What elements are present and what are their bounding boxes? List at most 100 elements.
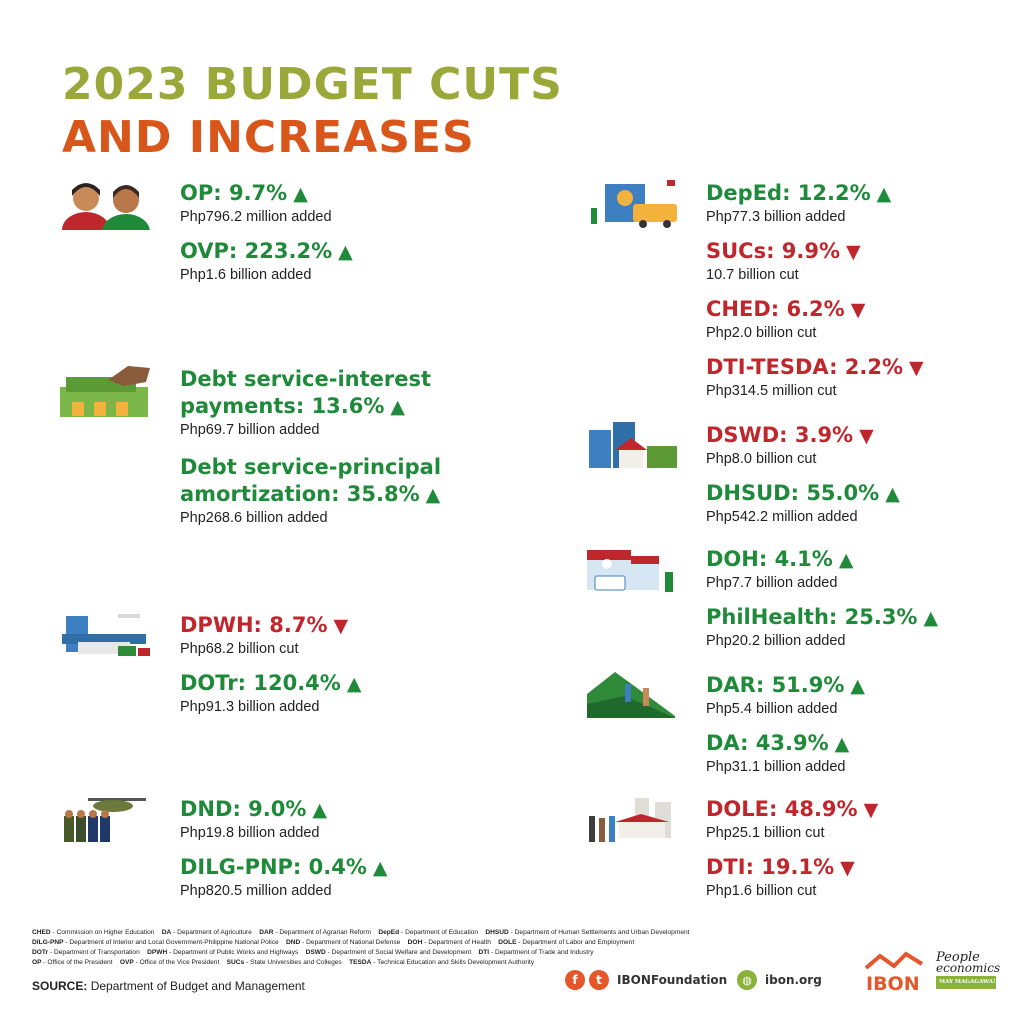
legend-entry: DepEd - Department of Education (378, 929, 479, 936)
item-detail: Php31.1 billion added (706, 759, 846, 775)
item-op: OP: 9.7% ▲ Php796.2 million added (180, 180, 332, 226)
item-detail: Php796.2 million added (180, 209, 332, 225)
legend-entry: DHSUD - Department of Human Settlements … (485, 929, 690, 936)
increase-arrow-icon: ▲ (834, 733, 850, 755)
item-detail: Php25.1 billion cut (706, 825, 825, 841)
item-detail: Php19.8 billion added (180, 825, 320, 841)
item-detail: 10.7 billion cut (706, 267, 799, 283)
increase-arrow-icon: ▲ (312, 799, 328, 821)
increase-arrow-icon: ▲ (876, 183, 892, 205)
item-detail: Php1.6 billion added (180, 267, 312, 283)
item-heading-line-1: Debt service-principal (180, 455, 442, 479)
item-da: DA: 43.9% ▲ Php31.1 billion added (706, 730, 849, 776)
item-heading: DA: 43.9% ▲ (706, 730, 849, 758)
military-police-illustration (64, 798, 146, 842)
website-link[interactable]: ◍ ibon.org (737, 970, 822, 990)
item-dti-tesda: DTI-TESDA: 2.2% ▼ Php314.5 million cut (706, 354, 924, 400)
item-detail: Php77.3 billion added (706, 209, 846, 225)
legend-entry: DOH - Department of Health (407, 939, 491, 946)
item-dar: DAR: 51.9% ▲ Php5.4 billion added (706, 672, 865, 718)
legend-entry: DTI - Department of Trade and Industry (478, 949, 594, 956)
twitter-icon[interactable]: t (589, 970, 609, 990)
hospital-illustration (587, 550, 673, 592)
legend-entry: TESDA - Technical Education and Skills D… (349, 959, 535, 966)
item-heading: DILG-PNP: 0.4% ▲ (180, 854, 388, 882)
website-text[interactable]: ibon.org (765, 973, 822, 987)
debt-payment-illustration (60, 366, 150, 417)
item-dti: DTI: 19.1% ▼ Php1.6 billion cut (706, 854, 855, 900)
decrease-arrow-icon: ▼ (840, 857, 855, 879)
increase-arrow-icon: ▲ (885, 483, 900, 505)
item-deped: DepEd: 12.2% ▲ Php77.3 billion added (706, 180, 891, 226)
item-detail: Php68.2 billion cut (180, 641, 299, 657)
legend-entry: OP - Office of the President (32, 959, 113, 966)
infrastructure-illustration (62, 614, 150, 656)
item-detail: Php8.0 billion cut (706, 451, 817, 467)
title-line-1: 2023 BUDGET CUTS (62, 59, 563, 110)
item-heading: DND: 9.0% ▲ (180, 796, 327, 824)
item-dpwh: DPWH: 8.7% ▼ Php68.2 billion cut (180, 612, 348, 658)
item-dole: DOLE: 48.9% ▼ Php25.1 billion cut (706, 796, 878, 842)
item-detail: Php2.0 billion cut (706, 325, 817, 341)
globe-icon: ◍ (737, 970, 757, 990)
facebook-icon[interactable]: f (565, 970, 585, 990)
legend-entry: DA - Department of Agriculture (161, 929, 252, 936)
item-heading: DOLE: 48.9% ▼ (706, 796, 878, 824)
title-line-2: AND INCREASES (62, 112, 475, 163)
legend-entry: OVP - Office of the Vice President (119, 959, 220, 966)
legend-entry: SUCs - State Universities and Colleges (226, 959, 342, 966)
item-heading: DSWD: 3.9% ▼ (706, 422, 874, 450)
increase-arrow-icon: ▲ (923, 607, 939, 629)
acronym-legend: CHED - Commission on Higher Education DA… (32, 928, 832, 968)
social-handle[interactable]: IBONFoundation (617, 973, 728, 987)
item-heading: payments: 13.6% ▲ (180, 393, 431, 421)
farm-illustration (587, 672, 675, 718)
item-detail: Php820.5 million added (180, 883, 332, 899)
legend-entry: DOTr - Department of Transportation (32, 949, 140, 956)
legend-entry: DAR - Department of Agrarian Reform (259, 929, 371, 936)
increase-arrow-icon: ▲ (425, 484, 441, 506)
labor-trade-illustration (589, 798, 671, 842)
decrease-arrow-icon: ▼ (863, 799, 879, 821)
item-heading: OP: 9.7% ▲ (180, 180, 332, 208)
item-detail: Php20.2 billion added (706, 633, 846, 649)
legend-entry: DILG-PNP - Department of Interior and Lo… (32, 939, 279, 946)
item-heading: DAR: 51.9% ▲ (706, 672, 865, 700)
item-dhsud: DHSUD: 55.0% ▲ Php542.2 million added (706, 480, 900, 526)
people-economics-logo: People economics MAY MAGAGAWA! (936, 950, 1000, 989)
item-detail: Php542.2 million added (706, 509, 858, 525)
item-detail: Php268.6 billion added (180, 510, 328, 526)
item-heading-line-1: Debt service-interest (180, 367, 432, 391)
item-ched: CHED: 6.2% ▼ Php2.0 billion cut (706, 296, 865, 342)
item-detail: Php7.7 billion added (706, 575, 838, 591)
decrease-arrow-icon: ▼ (333, 615, 349, 637)
item-dswd: DSWD: 3.9% ▼ Php8.0 billion cut (706, 422, 874, 468)
increase-arrow-icon: ▲ (346, 673, 362, 695)
item-dnd: DND: 9.0% ▲ Php19.8 billion added (180, 796, 327, 842)
item-detail: Php1.6 billion cut (706, 883, 817, 899)
item-philhealth: PhilHealth: 25.3% ▲ Php20.2 billion added (706, 604, 938, 650)
legend-entry: DPWH - Department of Public Works and Hi… (147, 949, 299, 956)
item-heading: DHSUD: 55.0% ▲ (706, 480, 900, 508)
increase-arrow-icon: ▲ (850, 675, 866, 697)
item-debt-interest: Debt service-interest payments: 13.6% ▲ P… (180, 366, 431, 439)
increase-arrow-icon: ▲ (838, 549, 854, 571)
logo-people: People (936, 950, 980, 965)
item-debt-principal: Debt service-principal amortization: 35.… (180, 454, 441, 527)
item-heading: CHED: 6.2% ▼ (706, 296, 865, 324)
legend-entry: DND - Department of National Defense (285, 939, 401, 946)
item-detail: Php314.5 million cut (706, 383, 837, 399)
logo-slogan: MAY MAGAGAWA! (936, 976, 996, 989)
source-label: SOURCE: (32, 979, 88, 993)
item-detail: Php69.7 billion added (180, 422, 320, 438)
increase-arrow-icon: ▲ (293, 183, 308, 205)
item-dilg-pnp: DILG-PNP: 0.4% ▲ Php820.5 million added (180, 854, 388, 900)
item-heading: PhilHealth: 25.3% ▲ (706, 604, 938, 632)
item-heading: DOH: 4.1% ▲ (706, 546, 853, 574)
item-heading: DepEd: 12.2% ▲ (706, 180, 891, 208)
increase-arrow-icon: ▲ (372, 857, 388, 879)
item-heading: DTI: 19.1% ▼ (706, 854, 855, 882)
item-heading: DPWH: 8.7% ▼ (180, 612, 348, 640)
officials-illustration (62, 183, 150, 230)
increase-arrow-icon: ▲ (390, 396, 406, 418)
